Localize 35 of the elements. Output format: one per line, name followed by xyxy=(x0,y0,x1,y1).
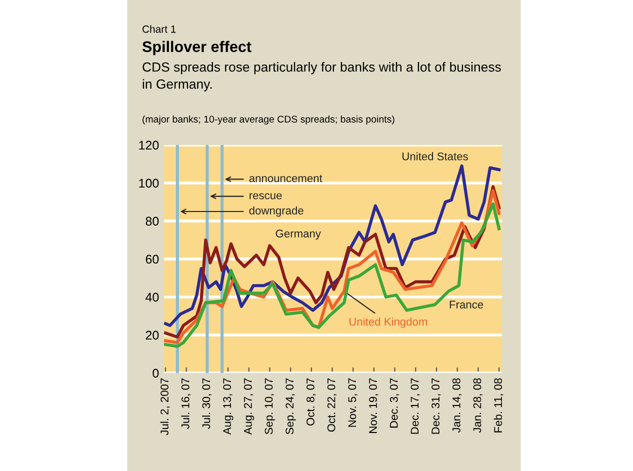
x-tick-label: Feb. 11, 08 xyxy=(494,378,504,432)
ref-line-label: announcement xyxy=(249,174,322,182)
series-label: Germany xyxy=(276,230,321,240)
x-tick-label: Aug. 27, 07 xyxy=(244,378,254,435)
text: (major banks; 10-year average CDS spreads; basis points) xyxy=(142,115,394,125)
x-tick-label: Jan. 14, 08 xyxy=(452,378,462,433)
y-tick-label: 100 xyxy=(139,178,159,188)
x-tick-label: Dec. 3, 07 xyxy=(390,378,400,428)
series-label: United Kingdom xyxy=(349,317,427,328)
y-tick-label: 80 xyxy=(146,216,159,226)
series-label: United States xyxy=(402,152,468,160)
y-tick-label: 40 xyxy=(146,292,159,302)
caption: Chart 1 xyxy=(142,25,176,33)
ref-line-label: downgrade xyxy=(249,206,304,217)
x-tick-label: Aug. 13, 07 xyxy=(223,378,234,435)
x-tick-label: Oct. 22, 07 xyxy=(327,378,337,432)
y-tick-label: 120 xyxy=(139,140,159,150)
y-tick-label: 20 xyxy=(146,330,159,340)
x-tick-label: Dec. 17, 07 xyxy=(410,378,420,434)
x-tick-label: Jan. 28, 08 xyxy=(473,378,482,433)
ref-line-label: rescue xyxy=(250,193,282,200)
x-tick-label: Jul. 16, 07 xyxy=(181,378,191,429)
x-tick-label: Jul. 2, 2007 xyxy=(160,378,170,436)
x-tick-label: Nov. 5, 07 xyxy=(348,378,358,427)
x-tick-label: Dec. 31, 07 xyxy=(432,378,441,434)
x-tick-label: Oct. 8, 07 xyxy=(306,378,316,426)
x-tick-label: Sep. 10, 07 xyxy=(264,378,275,434)
x-tick-label: Nov. 19, 07 xyxy=(369,378,378,433)
chart-subtitle: CDS spreads rose particularly for banks with a lot of business in Germany. xyxy=(142,62,501,92)
chart-title: Spillover effect xyxy=(142,40,252,56)
y-tick-label: 60 xyxy=(146,254,159,264)
y-tick-label: 0 xyxy=(152,368,159,378)
x-tick-label: Jul. 30, 07 xyxy=(202,378,212,429)
series-label: France xyxy=(450,300,484,309)
x-tick-label: Sep. 24, 07 xyxy=(286,378,296,434)
